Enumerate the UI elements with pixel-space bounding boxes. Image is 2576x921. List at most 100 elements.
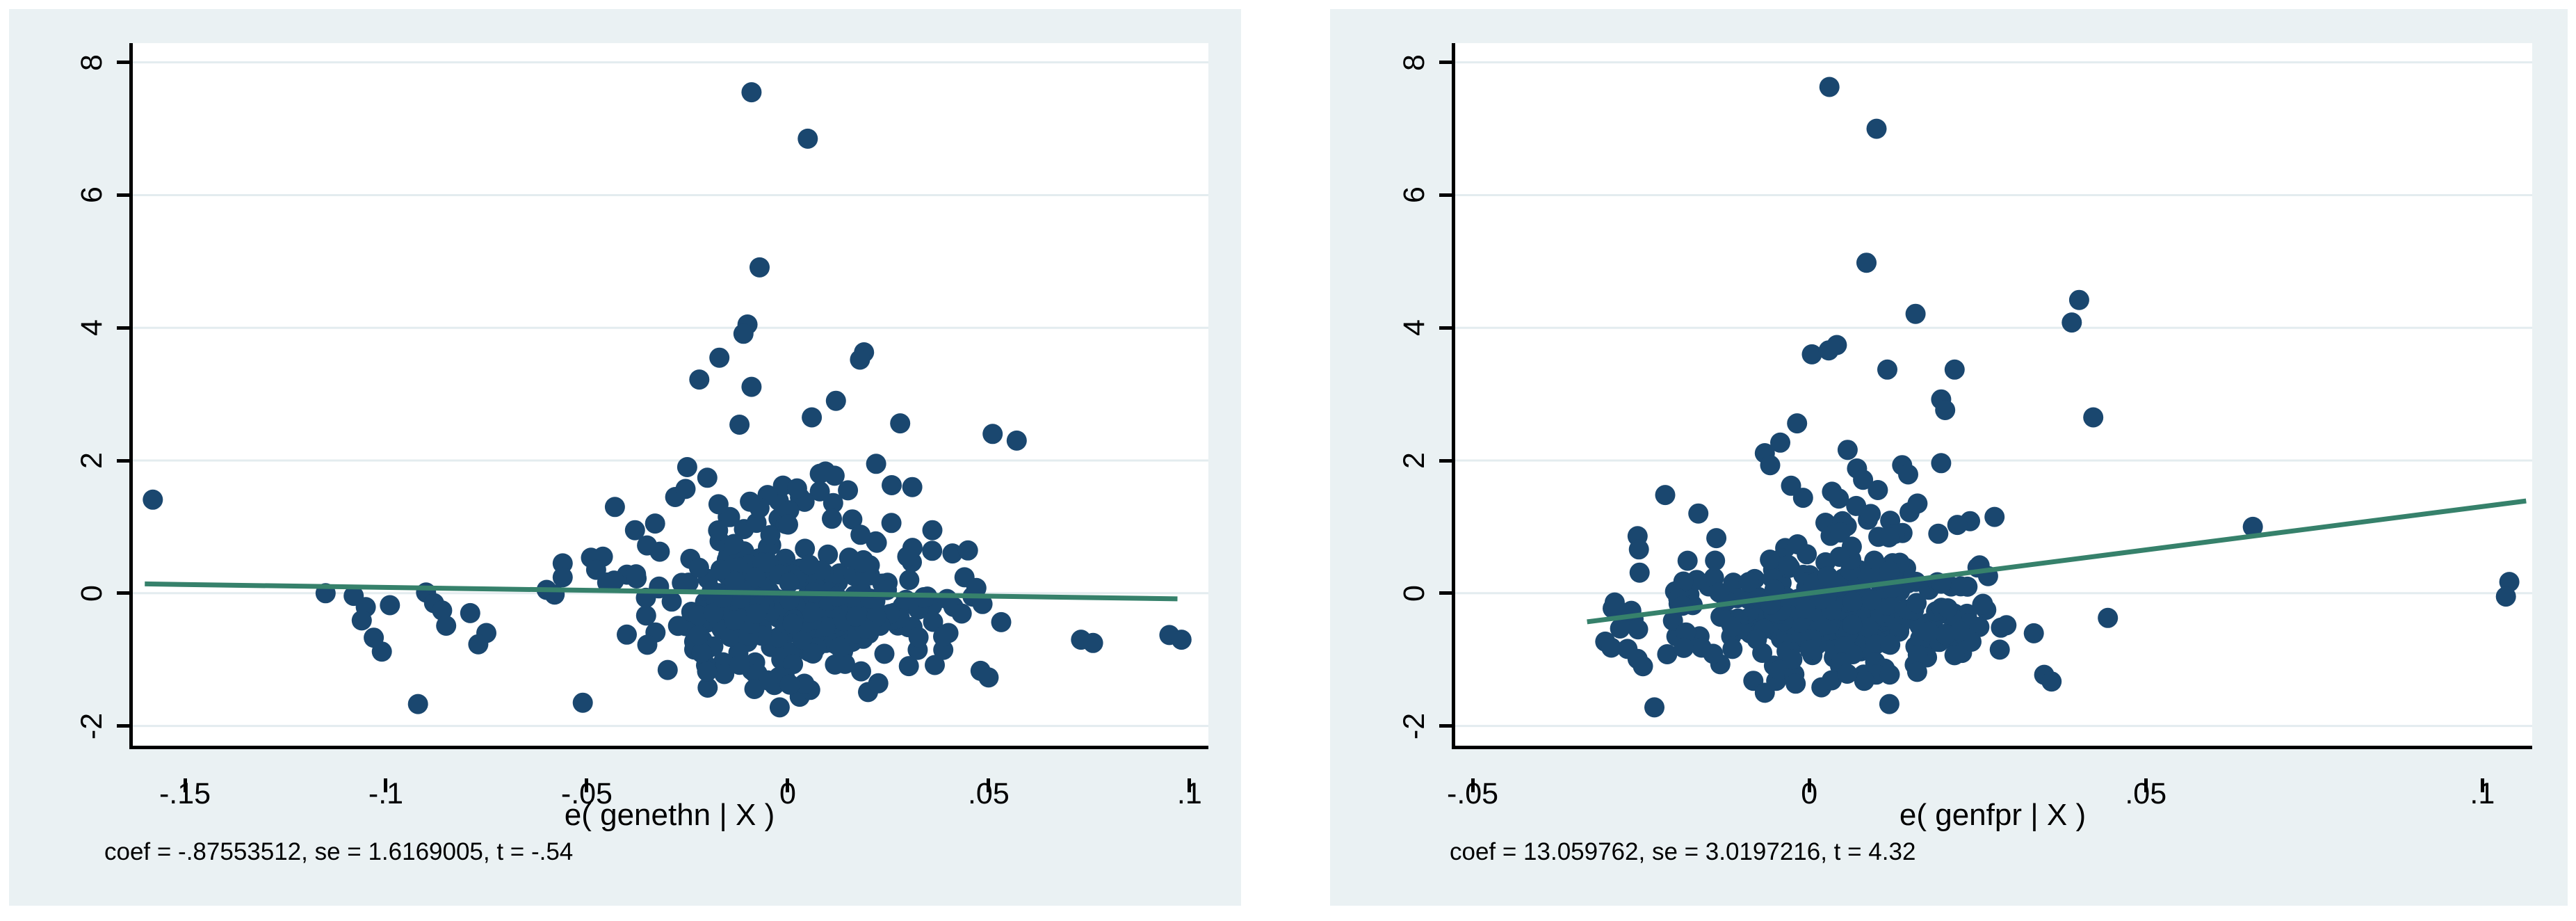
scatter-point <box>675 479 696 499</box>
scatter-point <box>1171 630 1192 650</box>
x-tick-label: .1 <box>1176 777 1202 810</box>
scatter-point <box>745 567 766 588</box>
scatter-point <box>657 659 678 680</box>
scatter-point <box>697 678 718 698</box>
scatter-point <box>1083 632 1103 653</box>
scatter-point <box>585 559 606 580</box>
scatter-point <box>1858 617 1879 638</box>
scatter-point <box>897 546 918 567</box>
scatter-point <box>851 661 871 682</box>
scatter-point <box>1935 400 1956 420</box>
scatter-point <box>1861 590 1882 611</box>
scatter-point <box>978 667 999 688</box>
scatter-point <box>1673 571 1694 592</box>
scatter-point <box>1877 595 1897 616</box>
scatter-point <box>691 642 712 663</box>
scatter-point <box>688 625 709 646</box>
scatter-point <box>779 674 800 695</box>
scatter-point <box>740 491 761 512</box>
scatter-point <box>1950 576 1971 597</box>
scatter-point <box>380 595 400 616</box>
scatter-point <box>1688 503 1709 524</box>
scatter-point <box>1628 539 1649 560</box>
scatter-point <box>1629 562 1650 583</box>
x-tick-mark <box>183 778 187 792</box>
scatter-point <box>724 610 745 631</box>
y-tick-label: 8 <box>75 54 108 71</box>
scatter-point <box>741 376 762 397</box>
scatter-point <box>795 538 816 559</box>
scatter-point <box>1907 644 1928 665</box>
scatter-point <box>922 540 943 561</box>
scatter-point <box>744 679 765 699</box>
scatter-point <box>688 557 709 578</box>
scatter-point <box>902 476 923 497</box>
scatter-point <box>942 543 963 564</box>
scatter-point <box>794 673 815 694</box>
scatter-point <box>1601 637 1621 658</box>
scatter-point <box>617 624 637 645</box>
scatter-point <box>1944 645 1965 666</box>
scatter-point <box>1677 550 1698 571</box>
scatter-point <box>1907 493 1928 514</box>
scatter-point <box>866 454 886 474</box>
y-tick-mark <box>117 724 131 728</box>
scatter-point <box>809 481 830 502</box>
scatter-point <box>890 413 911 434</box>
y-tick-label: 2 <box>1398 452 1431 469</box>
scatter-point <box>689 369 710 390</box>
scatter-point <box>1817 566 1838 586</box>
scatter-point <box>1603 598 1623 619</box>
scatter-point <box>966 577 987 598</box>
scatter-point <box>1795 598 1816 619</box>
y-tick-mark <box>1439 591 1453 595</box>
scatter-point <box>868 673 889 694</box>
y-axis-right <box>1452 43 1455 749</box>
scatter-point <box>708 494 729 515</box>
scatter-point <box>703 602 724 623</box>
scatter-point <box>1782 649 1803 670</box>
scatter-point <box>1969 616 1990 637</box>
y-tick-mark <box>117 326 131 330</box>
scatter-point <box>972 593 993 614</box>
scatter-point <box>1709 582 1730 603</box>
y-tick-mark <box>117 193 131 197</box>
scatter-point <box>436 616 457 636</box>
scatter-point <box>899 570 920 591</box>
y-tick-label: 6 <box>75 186 108 204</box>
scatter-point <box>1947 515 1968 536</box>
scatter-point <box>729 415 750 435</box>
scatter-point <box>697 467 718 488</box>
scatter-point <box>710 559 731 580</box>
scatter-point <box>1655 485 1676 506</box>
scatter-point <box>881 513 902 534</box>
y-tick-mark <box>117 591 131 595</box>
scatter-point <box>760 524 781 545</box>
scatter-point <box>1662 610 1683 631</box>
scatter-point <box>2068 289 2089 310</box>
scatter-point <box>1792 488 1813 508</box>
scatter-point <box>1937 598 1958 618</box>
y-tick-label: 6 <box>1398 186 1431 204</box>
scatter-point <box>1723 572 1744 593</box>
scatter-point <box>649 541 670 562</box>
scatter-point <box>1770 432 1790 453</box>
x-axis-right <box>1452 746 2532 749</box>
scatter-point <box>1880 634 1901 655</box>
scatter-point <box>782 614 803 634</box>
scatter-point <box>1866 118 1887 139</box>
scatter-point <box>1747 629 1767 650</box>
scatter-point <box>786 478 807 499</box>
x-tick-mark <box>1188 778 1192 792</box>
scatter-point <box>708 520 729 540</box>
scatter-point <box>1879 664 1900 685</box>
scatter-point <box>2041 671 2062 692</box>
scatter-point <box>792 629 813 650</box>
scatter-point <box>460 602 480 623</box>
scatter-point <box>859 588 880 609</box>
scatter-point <box>1830 522 1851 543</box>
scatter-point <box>1972 594 1993 615</box>
scatter-point <box>371 641 392 662</box>
scatter-point <box>724 534 745 554</box>
